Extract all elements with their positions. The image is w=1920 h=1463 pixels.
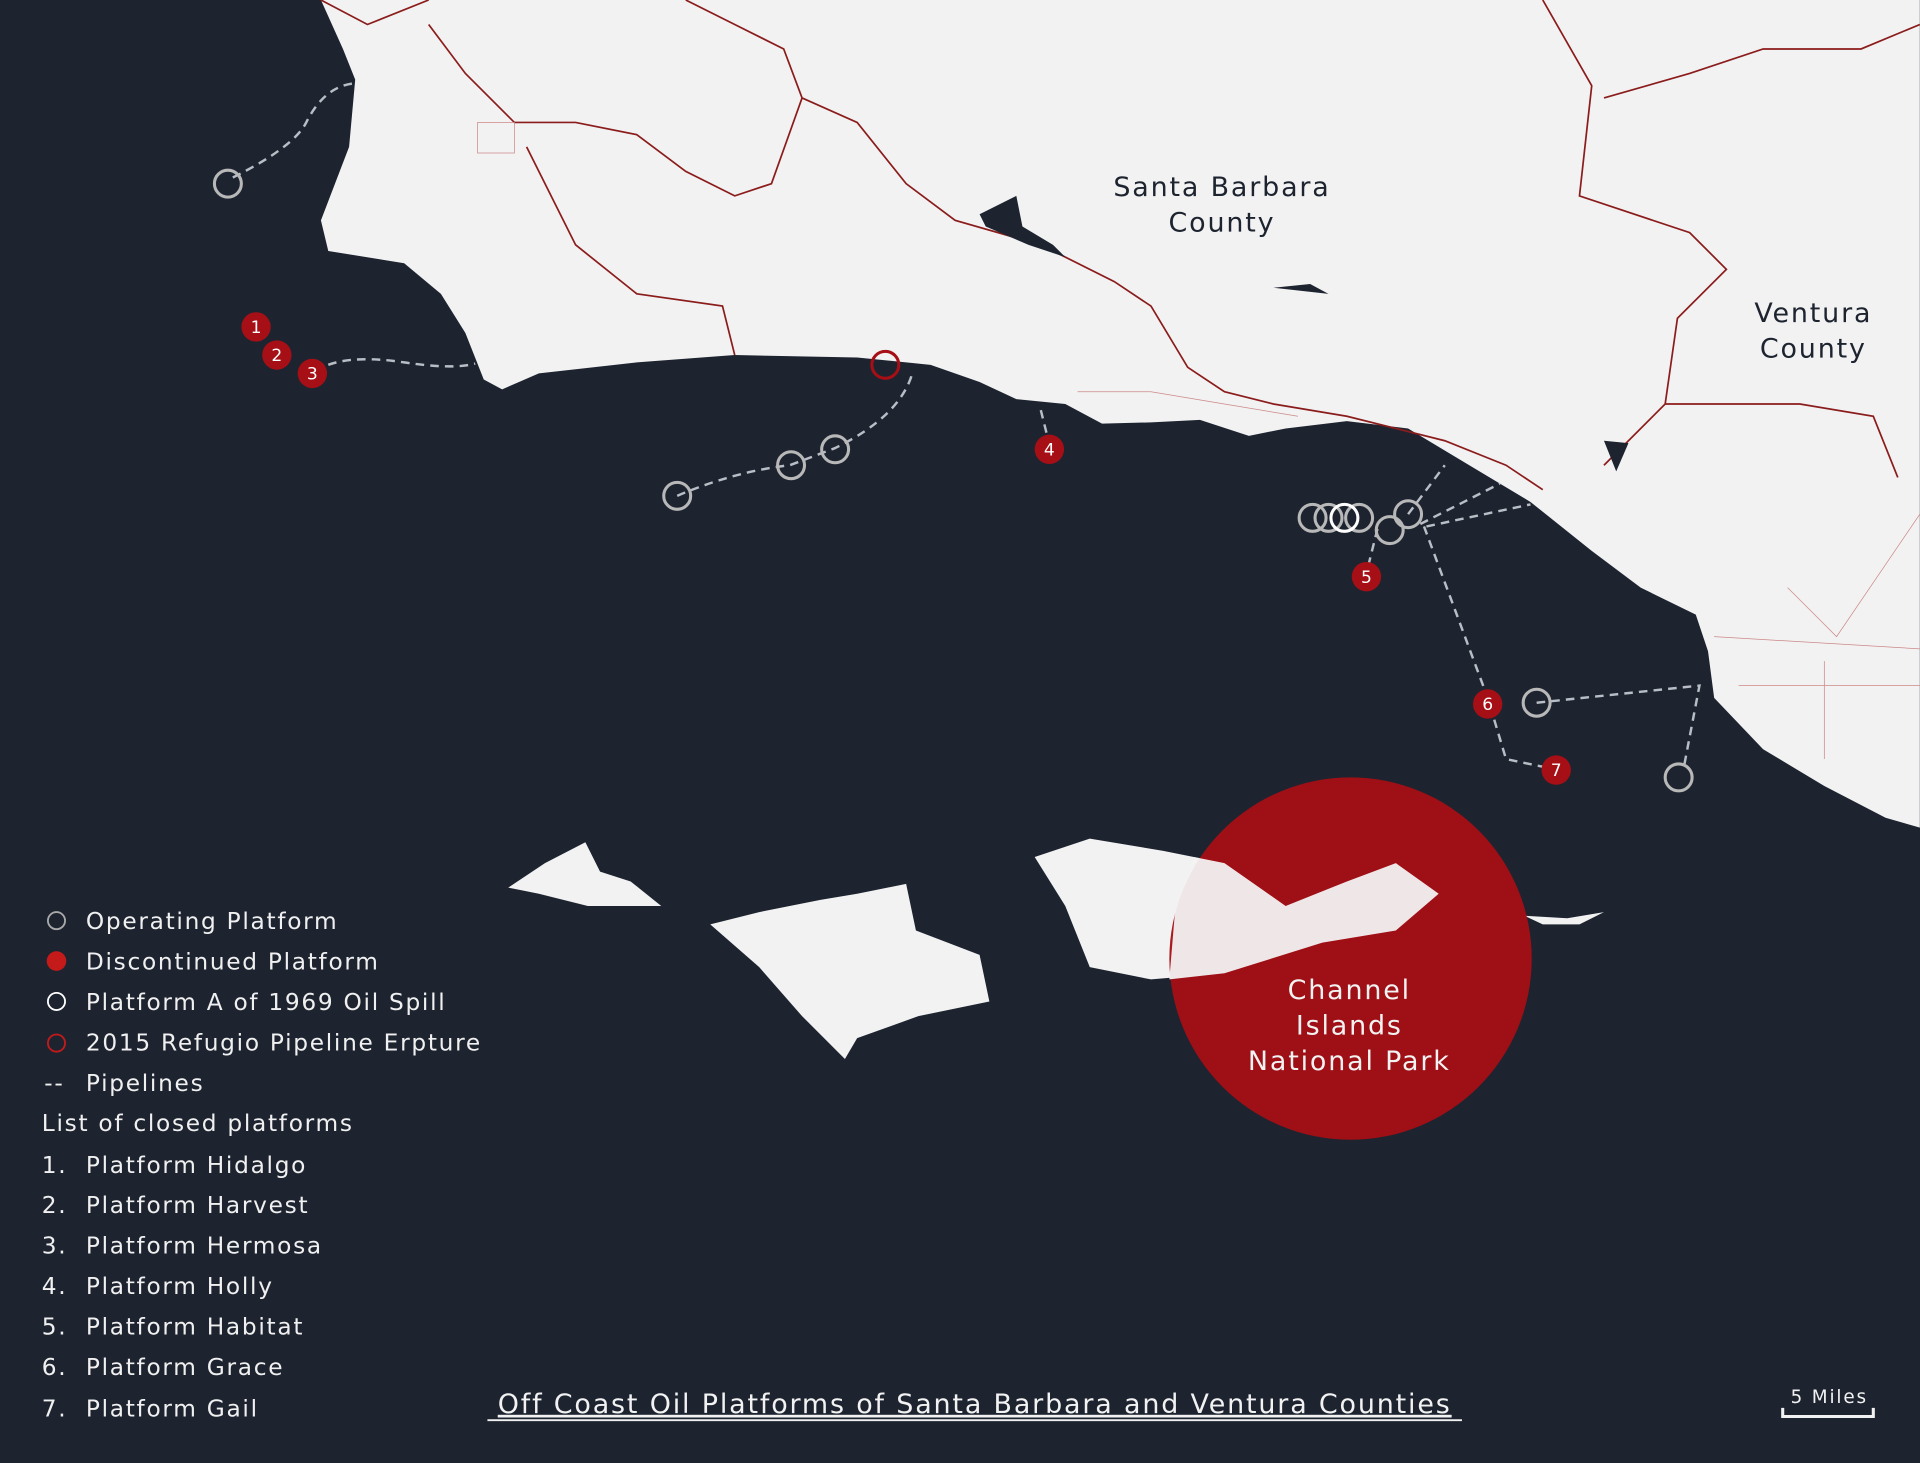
svg-text:3.: 3. (42, 1233, 68, 1260)
closed-item: Platform Hermosa (86, 1233, 323, 1260)
operating-platform-marker[interactable] (1313, 502, 1344, 533)
closed-list: 1. Platform Hidalgo 2. Platform Harvest 3.… (42, 1152, 323, 1423)
operating-platforms (212, 168, 1694, 793)
svg-text:6.: 6. (42, 1354, 68, 1381)
refugio-icon (47, 1033, 66, 1053)
operating-platform-marker[interactable] (1344, 502, 1375, 533)
scale-label: 5 Miles (1791, 1387, 1868, 1408)
legend-discontinued: Discontinued Platform (86, 949, 380, 976)
refugio-rupture-marker[interactable] (870, 349, 901, 380)
island-anacapa (1524, 912, 1604, 925)
platform-a-marker[interactable] (1329, 502, 1360, 533)
discontinued-platform-icon (46, 951, 67, 971)
svg-text:1: 1 (251, 318, 262, 338)
svg-text:4.: 4. (42, 1273, 68, 1300)
mainland (320, 0, 1920, 828)
operating-platform-marker[interactable] (1374, 515, 1405, 546)
svg-text:2.: 2. (42, 1192, 68, 1219)
operating-platform-marker[interactable] (1663, 762, 1694, 793)
svg-text:6: 6 (1482, 695, 1493, 715)
operating-platform-marker[interactable] (212, 168, 243, 199)
closed-item: Platform Holly (86, 1273, 274, 1300)
legend-refugio: 2015 Refugio Pipeline Erpture (86, 1029, 482, 1056)
legend: Operating Platform Discontinued Platform… (42, 908, 482, 1423)
closed-platform-marker-6[interactable]: 6 (1472, 689, 1503, 719)
santa-barbara-label: Santa Barbara (1113, 172, 1330, 203)
operating-platform-marker[interactable] (1521, 687, 1552, 718)
platform-a-icon (47, 991, 66, 1011)
svg-text:2: 2 (271, 346, 282, 366)
operating-platform-marker[interactable] (1297, 502, 1328, 533)
park-label: Channel (1288, 975, 1411, 1006)
closed-platform-marker-5[interactable]: 5 (1351, 561, 1382, 592)
pipeline-icon: -- (44, 1070, 64, 1097)
operating-platform-marker[interactable] (776, 450, 807, 481)
island-san-miguel (508, 842, 662, 906)
park-label-line3: National Park (1248, 1046, 1451, 1077)
legend-operating: Operating Platform (86, 908, 339, 935)
operating-platform-marker[interactable] (820, 434, 851, 465)
closed-platform-marker-3[interactable]: 3 (297, 358, 328, 389)
svg-text:5.: 5. (42, 1313, 68, 1340)
discontinued-platforms: 1 2 3 4 5 6 7 (241, 312, 1571, 785)
svg-text:4: 4 (1044, 440, 1055, 460)
roads (320, 0, 1920, 760)
closed-item: Platform Grace (86, 1354, 284, 1381)
park-label-line2: Islands (1296, 1011, 1403, 1042)
closed-item: Platform Harvest (86, 1192, 309, 1219)
ventura-label: Ventura (1754, 298, 1872, 329)
scale-bar: 5 Miles (1781, 1387, 1875, 1419)
operating-platform-icon (47, 911, 66, 931)
closed-platform-marker-2[interactable]: 2 (262, 340, 292, 370)
svg-text:7.: 7. (42, 1395, 68, 1422)
closed-item: Platform Gail (86, 1395, 259, 1422)
channel-islands-park-area[interactable] (1169, 777, 1532, 1140)
pipelines (232, 82, 1701, 771)
scale-line (1781, 1407, 1875, 1419)
svg-text:7: 7 (1551, 761, 1562, 781)
santa-barbara-label-line2: County (1169, 207, 1276, 238)
closed-platform-marker-7[interactable]: 7 (1541, 755, 1571, 785)
closed-item: Platform Hidalgo (86, 1152, 307, 1179)
closed-list-title: List of closed platforms (42, 1110, 354, 1137)
svg-text:5: 5 (1361, 568, 1372, 588)
island-santa-cruz-overlay (1169, 856, 1439, 980)
legend-pipelines: Pipelines (86, 1070, 205, 1097)
operating-platform-marker[interactable] (1393, 499, 1424, 530)
closed-platform-marker-4[interactable]: 4 (1034, 434, 1065, 464)
closed-platform-marker-1[interactable]: 1 (241, 312, 271, 342)
svg-text:3: 3 (307, 365, 318, 385)
legend-platform-a: Platform A of 1969 Oil Spill (86, 989, 447, 1016)
operating-platform-marker[interactable] (662, 480, 693, 511)
ventura-label-line2: County (1760, 333, 1867, 364)
closed-item: Platform Habitat (86, 1313, 304, 1340)
svg-text:1.: 1. (42, 1152, 68, 1179)
island-santa-rosa (710, 883, 990, 1059)
map-title: Off Coast Oil Platforms of Santa Barbara… (498, 1389, 1452, 1420)
